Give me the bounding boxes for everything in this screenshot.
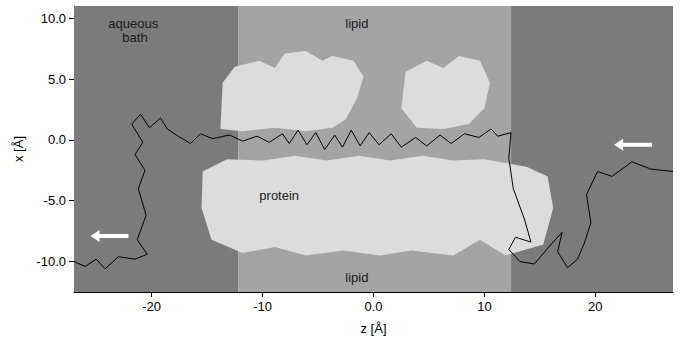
svg-text:lipid: lipid [345,16,368,31]
svg-text:-20: -20 [142,299,161,314]
svg-text:protein: protein [259,188,299,203]
svg-text:lipid: lipid [345,270,368,285]
svg-text:10: 10 [477,299,491,314]
svg-text:10.0: 10.0 [41,11,66,26]
svg-text:20: 20 [588,299,602,314]
svg-text:-10: -10 [253,299,272,314]
svg-text:x [Å]: x [Å] [11,136,26,162]
svg-text:aqueous: aqueous [108,16,162,31]
svg-text:bath: bath [122,30,147,45]
svg-text:-10.0: -10.0 [36,254,66,269]
svg-text:0.0: 0.0 [364,299,382,314]
svg-text:5.0: 5.0 [48,72,66,87]
svg-text:z [Å]: z [Å] [360,321,386,336]
svg-text:-5.0: -5.0 [44,193,66,208]
svg-text:0.0: 0.0 [48,132,66,147]
